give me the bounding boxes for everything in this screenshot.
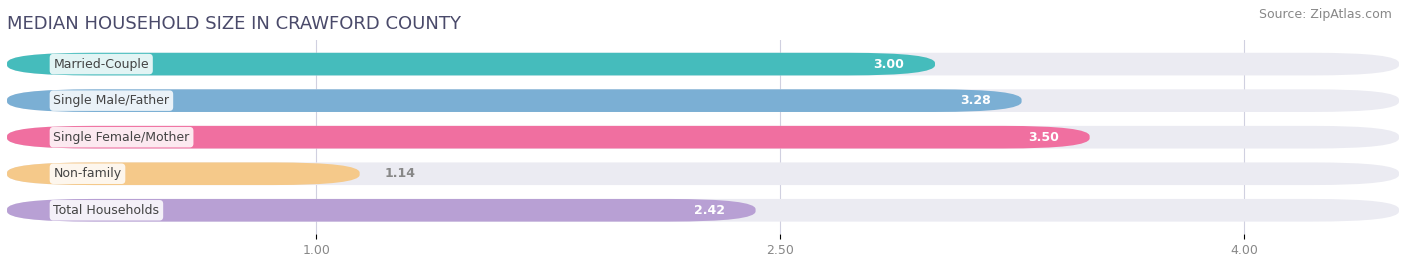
Text: Married-Couple: Married-Couple xyxy=(53,58,149,70)
Text: 3.28: 3.28 xyxy=(960,94,991,107)
FancyBboxPatch shape xyxy=(7,199,1399,222)
Text: Non-family: Non-family xyxy=(53,167,121,180)
FancyBboxPatch shape xyxy=(7,89,1022,112)
FancyBboxPatch shape xyxy=(7,89,1399,112)
FancyBboxPatch shape xyxy=(7,53,1399,75)
FancyBboxPatch shape xyxy=(7,162,360,185)
Text: 3.00: 3.00 xyxy=(873,58,904,70)
Text: Total Households: Total Households xyxy=(53,204,159,217)
FancyBboxPatch shape xyxy=(7,162,1399,185)
FancyBboxPatch shape xyxy=(7,199,755,222)
Text: 1.14: 1.14 xyxy=(384,167,415,180)
Text: MEDIAN HOUSEHOLD SIZE IN CRAWFORD COUNTY: MEDIAN HOUSEHOLD SIZE IN CRAWFORD COUNTY xyxy=(7,15,461,33)
FancyBboxPatch shape xyxy=(7,126,1399,148)
Text: Source: ZipAtlas.com: Source: ZipAtlas.com xyxy=(1258,8,1392,21)
Text: Single Male/Father: Single Male/Father xyxy=(53,94,170,107)
FancyBboxPatch shape xyxy=(7,126,1090,148)
Text: 3.50: 3.50 xyxy=(1028,131,1059,144)
Text: Single Female/Mother: Single Female/Mother xyxy=(53,131,190,144)
FancyBboxPatch shape xyxy=(7,53,935,75)
Text: 2.42: 2.42 xyxy=(693,204,724,217)
